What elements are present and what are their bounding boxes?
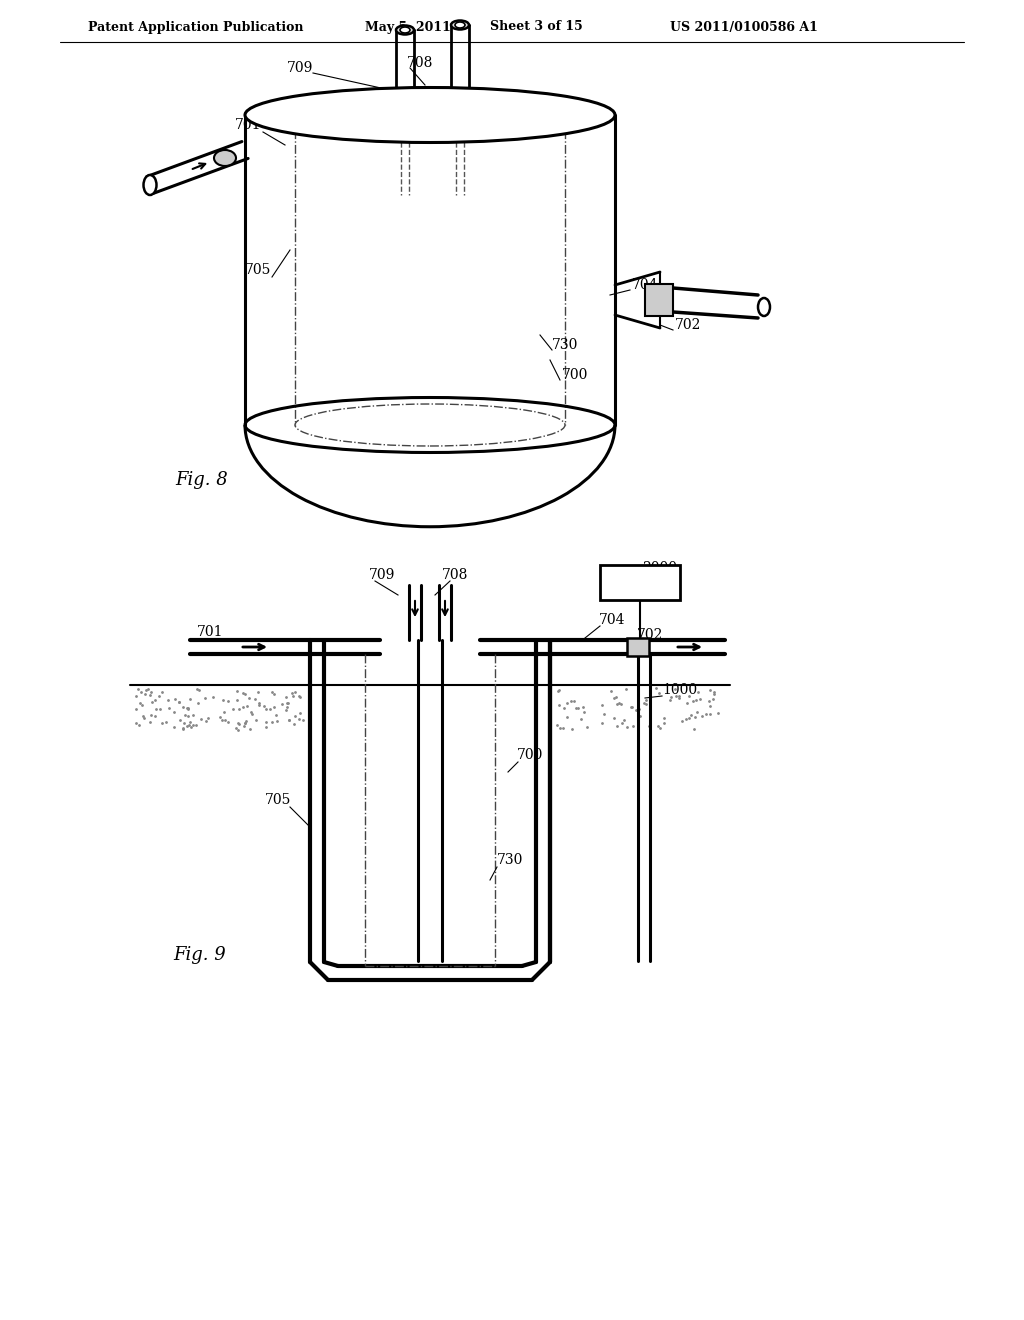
Ellipse shape [245, 87, 615, 143]
Ellipse shape [396, 25, 414, 34]
Text: 702: 702 [637, 628, 664, 642]
Text: 702: 702 [675, 318, 701, 333]
Text: 709: 709 [369, 568, 395, 582]
Ellipse shape [214, 150, 236, 166]
Text: Fig. 8: Fig. 8 [175, 471, 227, 488]
Ellipse shape [400, 26, 410, 33]
Text: 2000: 2000 [642, 561, 678, 576]
Text: 730: 730 [497, 853, 523, 867]
Bar [600, 565, 680, 601]
Text: 709: 709 [287, 61, 313, 75]
Text: Fig. 9: Fig. 9 [173, 946, 225, 964]
Text: May 5, 2011: May 5, 2011 [365, 21, 451, 33]
Text: Patent Application Publication: Patent Application Publication [88, 21, 303, 33]
Ellipse shape [451, 21, 469, 29]
Text: 704: 704 [599, 612, 626, 627]
Bar [645, 284, 673, 315]
Text: 701: 701 [234, 117, 261, 132]
Text: US 2011/0100586 A1: US 2011/0100586 A1 [670, 21, 818, 33]
Bar [627, 638, 649, 656]
Text: 708: 708 [441, 568, 468, 582]
Ellipse shape [758, 298, 770, 315]
Text: 700: 700 [562, 368, 588, 381]
Text: 705: 705 [245, 263, 271, 277]
Text: 704: 704 [632, 279, 658, 292]
Text: 705: 705 [265, 793, 291, 807]
Text: 730: 730 [552, 338, 579, 352]
Ellipse shape [455, 22, 465, 28]
Text: 708: 708 [407, 55, 433, 70]
Text: Sheet 3 of 15: Sheet 3 of 15 [490, 21, 583, 33]
Text: 1000: 1000 [663, 682, 697, 697]
Ellipse shape [143, 176, 157, 195]
Text: 700: 700 [517, 748, 543, 762]
Text: 701: 701 [197, 624, 223, 639]
